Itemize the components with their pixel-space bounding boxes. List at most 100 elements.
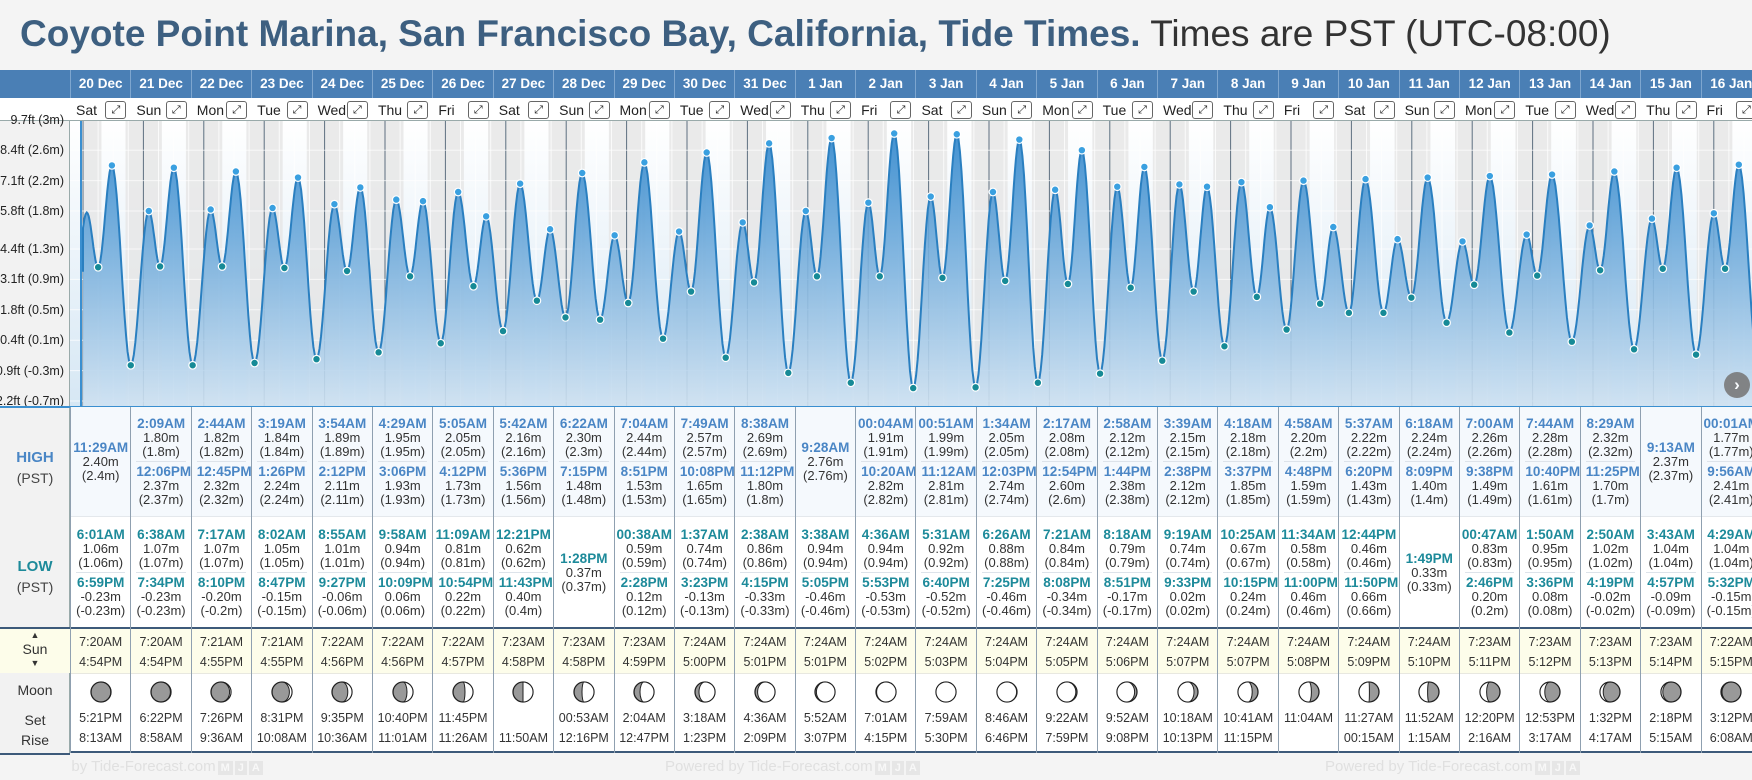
day-column: 9:13AM 2.37m (2.37m) 3:43AM 1.04m (1.04m) 4:57…: [1640, 407, 1701, 753]
expand-icon[interactable]: ⤢: [346, 100, 368, 119]
expand-icon[interactable]: ⤢: [1675, 100, 1697, 119]
high-tide-entry: 3:06PM 1.93m (1.93m): [377, 461, 428, 509]
expand-icon[interactable]: ⤢: [1554, 100, 1576, 119]
moon-cell: 00:53AM 12:16PM: [554, 673, 614, 753]
high-tide-entry: 10:20AM 2.82m (2.82m): [861, 461, 917, 509]
high-tide-entry: 2:58AM 2.12m (2.12m): [1098, 414, 1157, 461]
high-tide-height-alt: (2.32m): [1588, 444, 1633, 459]
expand-icon[interactable]: ⤢: [1615, 100, 1637, 119]
moonset-time: 1:32PM: [1588, 711, 1632, 725]
high-tide-height: 1.73m: [444, 478, 482, 493]
high-tide-height: 2.44m: [626, 430, 663, 445]
high-tide-height-alt: (1.48m): [561, 492, 607, 507]
low-tide-entry: 3:43AM 1.04m (1.04m): [1641, 525, 1700, 572]
high-tide-time: 12:45PM: [196, 464, 252, 479]
low-tides-cell: 00:47AM 0.83m (0.83m) 2:46PM 0.20m (0.2m): [1459, 517, 1520, 627]
high-tide-height-alt: (1.93m): [380, 492, 426, 507]
high-tide-height-alt: (2.3m): [565, 444, 603, 459]
low-tide-time: 4:19PM: [1586, 574, 1635, 590]
low-tide-height: 0.88m: [988, 540, 1025, 556]
high-tide-entry: 9:56AM 2.41m (2.41m): [1706, 461, 1752, 509]
high-tide-height-alt: (1.4m): [1410, 492, 1449, 507]
expand-icon[interactable]: ⤢: [226, 100, 248, 119]
expand-icon[interactable]: ⤢: [1252, 100, 1274, 119]
low-tide-entry: 6:59PM -0.23m (-0.23m): [76, 571, 126, 620]
high-tide-height: 1.61m: [1532, 478, 1569, 493]
high-tide-height-alt: (2.28m): [1527, 444, 1573, 459]
day-column: 4:18AM 2.18m (2.18m) 3:37PM 1.85m (1.85m) 10:2…: [1217, 407, 1278, 753]
moon-phase-icon: [452, 681, 474, 703]
expand-icon[interactable]: ⤢: [1071, 100, 1093, 119]
expand-icon[interactable]: ⤢: [467, 100, 489, 119]
expand-icon[interactable]: ⤢: [709, 100, 731, 119]
low-tide-height-alt: (1.04m): [1648, 554, 1694, 570]
low-tide-time: 7:17AM: [197, 526, 246, 542]
low-tide-height: 0.94m: [384, 540, 421, 556]
expand-icon[interactable]: ⤢: [890, 100, 912, 119]
high-tide-time: 9:38PM: [1466, 464, 1514, 479]
weekday-cell: Mon ⤢: [191, 98, 251, 121]
day-column: 5:42AM 2.16m (2.16m) 5:36PM 1.56m (1.56m) 12:2…: [492, 407, 554, 753]
low-tide-height-alt: (0.66m): [1346, 602, 1392, 618]
expand-icon[interactable]: ⤢: [528, 100, 550, 119]
low-tide-time: 5:32PM: [1707, 574, 1752, 590]
high-tide-time: 1:34AM: [982, 416, 1031, 431]
high-tide-height-alt: (1.95m): [380, 444, 426, 459]
sun-cell: 7:24AM 5:06PM: [1097, 627, 1158, 673]
expand-icon[interactable]: ⤢: [1313, 100, 1335, 119]
low-tide-entry: 5:31AM 0.92m (0.92m): [916, 525, 975, 572]
expand-icon[interactable]: ⤢: [165, 100, 187, 119]
low-tide-entry: 1:49PM 0.33m (0.33m): [1400, 549, 1459, 596]
sunset-time: 4:58PM: [501, 655, 545, 669]
low-tide-point: [93, 262, 103, 272]
high-tide-point: [1522, 230, 1532, 239]
expand-icon[interactable]: ⤢: [1494, 100, 1516, 119]
low-tide-point: [783, 368, 793, 378]
expand-icon[interactable]: ⤢: [1192, 100, 1214, 119]
high-tide-entry: 10:08PM 1.65m (1.65m): [679, 461, 735, 509]
expand-icon[interactable]: ⤢: [648, 100, 670, 119]
expand-icon[interactable]: ⤢: [588, 100, 610, 119]
high-tide-height: 2.16m: [505, 430, 542, 445]
low-tide-point: [469, 281, 478, 291]
low-tide-height-alt: (-0.23m): [76, 602, 126, 618]
day-column-header: 12 Jan Mon ⤢: [1458, 70, 1519, 121]
scroll-next-button[interactable]: ›: [1724, 372, 1750, 398]
low-tide-height: 0.22m: [444, 588, 482, 604]
high-tide-time: 7:49AM: [680, 416, 729, 431]
sun-cell: 7:24AM 5:03PM: [916, 627, 976, 673]
day-column-header: 7 Jan Wed ⤢: [1157, 70, 1217, 121]
low-tide-time: 2:46PM: [1466, 574, 1514, 590]
high-tide-time: 4:29AM: [378, 416, 427, 431]
low-tide-time: 8:10PM: [197, 574, 246, 590]
expand-icon[interactable]: ⤢: [1373, 100, 1395, 119]
sun-cell: 7:23AM 4:59PM: [614, 627, 674, 673]
expand-icon[interactable]: ⤢: [830, 100, 852, 119]
high-tide-point: [1237, 177, 1246, 187]
sun-cell: 7:22AM 5:15PM: [1701, 627, 1752, 673]
high-tide-height: 1.59m: [1290, 478, 1327, 493]
expand-icon[interactable]: ⤢: [1735, 100, 1752, 119]
sunrise-time: 7:22AM: [320, 635, 364, 649]
expand-icon[interactable]: ⤢: [1011, 100, 1033, 119]
low-tide-point: [1000, 276, 1010, 286]
low-tide-point: [971, 382, 980, 392]
expand-icon[interactable]: ⤢: [286, 100, 308, 119]
high-tide-point: [293, 173, 303, 182]
low-tide-point: [280, 263, 289, 273]
expand-icon[interactable]: ⤢: [1433, 100, 1455, 119]
low-tide-entry: 1:28PM 0.37m (0.37m): [554, 549, 613, 596]
expand-icon[interactable]: ⤢: [1132, 100, 1154, 119]
low-tide-height: -0.53m: [865, 588, 906, 604]
expand-icon[interactable]: ⤢: [105, 100, 127, 119]
expand-icon[interactable]: ⤢: [769, 100, 791, 119]
low-tide-point: [498, 326, 508, 336]
sunrise-time: 7:22AM: [1709, 635, 1752, 649]
day-column: 5:37AM 2.22m (2.22m) 6:20PM 1.43m (1.43m) 12:4…: [1338, 407, 1399, 753]
moonset-time: 6:22PM: [139, 711, 183, 725]
expand-icon[interactable]: ⤢: [407, 100, 429, 119]
high-tide-height: 1.85m: [1230, 478, 1267, 493]
sunrise-time: 7:24AM: [1226, 635, 1270, 649]
expand-icon[interactable]: ⤢: [950, 100, 972, 119]
